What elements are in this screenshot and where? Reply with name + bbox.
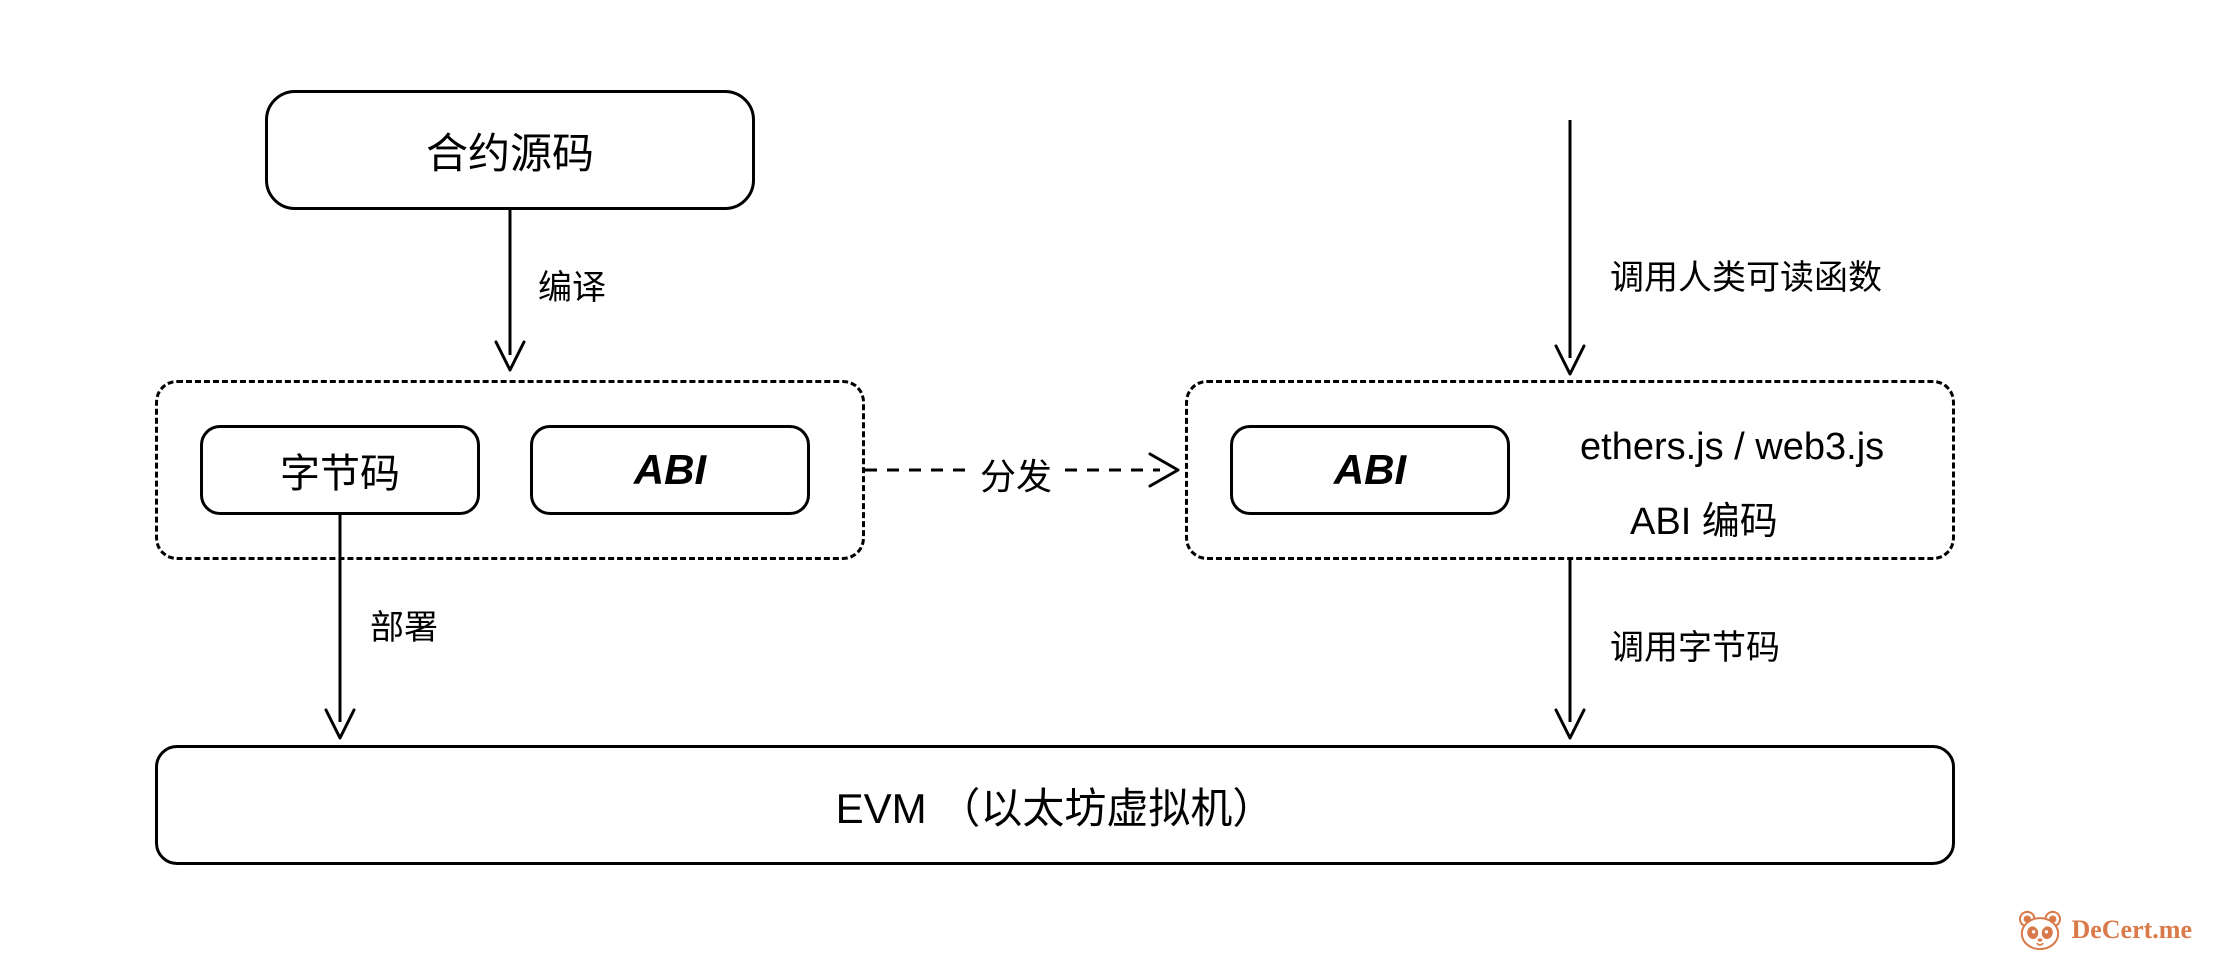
- edge-compile-label: 编译: [538, 260, 606, 309]
- node-source: 合约源码: [265, 90, 755, 210]
- edge-call-bytecode-label: 调用字节码: [1610, 620, 1780, 669]
- edge-distribute-label: 分发: [980, 448, 1052, 500]
- node-bytecode: 字节码: [200, 425, 480, 515]
- node-bytecode-label: 字节码: [280, 441, 400, 499]
- edge-call-human-label: 调用人类可读函数: [1610, 250, 1882, 299]
- node-abi-right: ABI: [1230, 425, 1510, 515]
- sdk-text-line2: ABI 编码: [1630, 490, 1778, 545]
- edge-call-human: [1556, 120, 1584, 374]
- node-abi-left-label: ABI: [634, 446, 706, 494]
- edge-deploy-label: 部署: [370, 600, 438, 649]
- node-abi-left: ABI: [530, 425, 810, 515]
- watermark-text: DeCert.me: [2071, 915, 2192, 945]
- node-evm: EVM （以太坊虚拟机）: [155, 745, 1955, 865]
- panda-icon: [2017, 910, 2063, 950]
- watermark: DeCert.me: [2017, 910, 2192, 950]
- sdk-text-line1: ethers.js / web3.js: [1580, 426, 1884, 469]
- edge-compile: [496, 210, 524, 370]
- edge-call-bytecode: [1556, 560, 1584, 738]
- node-abi-right-label: ABI: [1334, 446, 1406, 494]
- node-source-label: 合约源码: [426, 120, 594, 181]
- node-evm-label: EVM （以太坊虚拟机）: [836, 775, 1275, 836]
